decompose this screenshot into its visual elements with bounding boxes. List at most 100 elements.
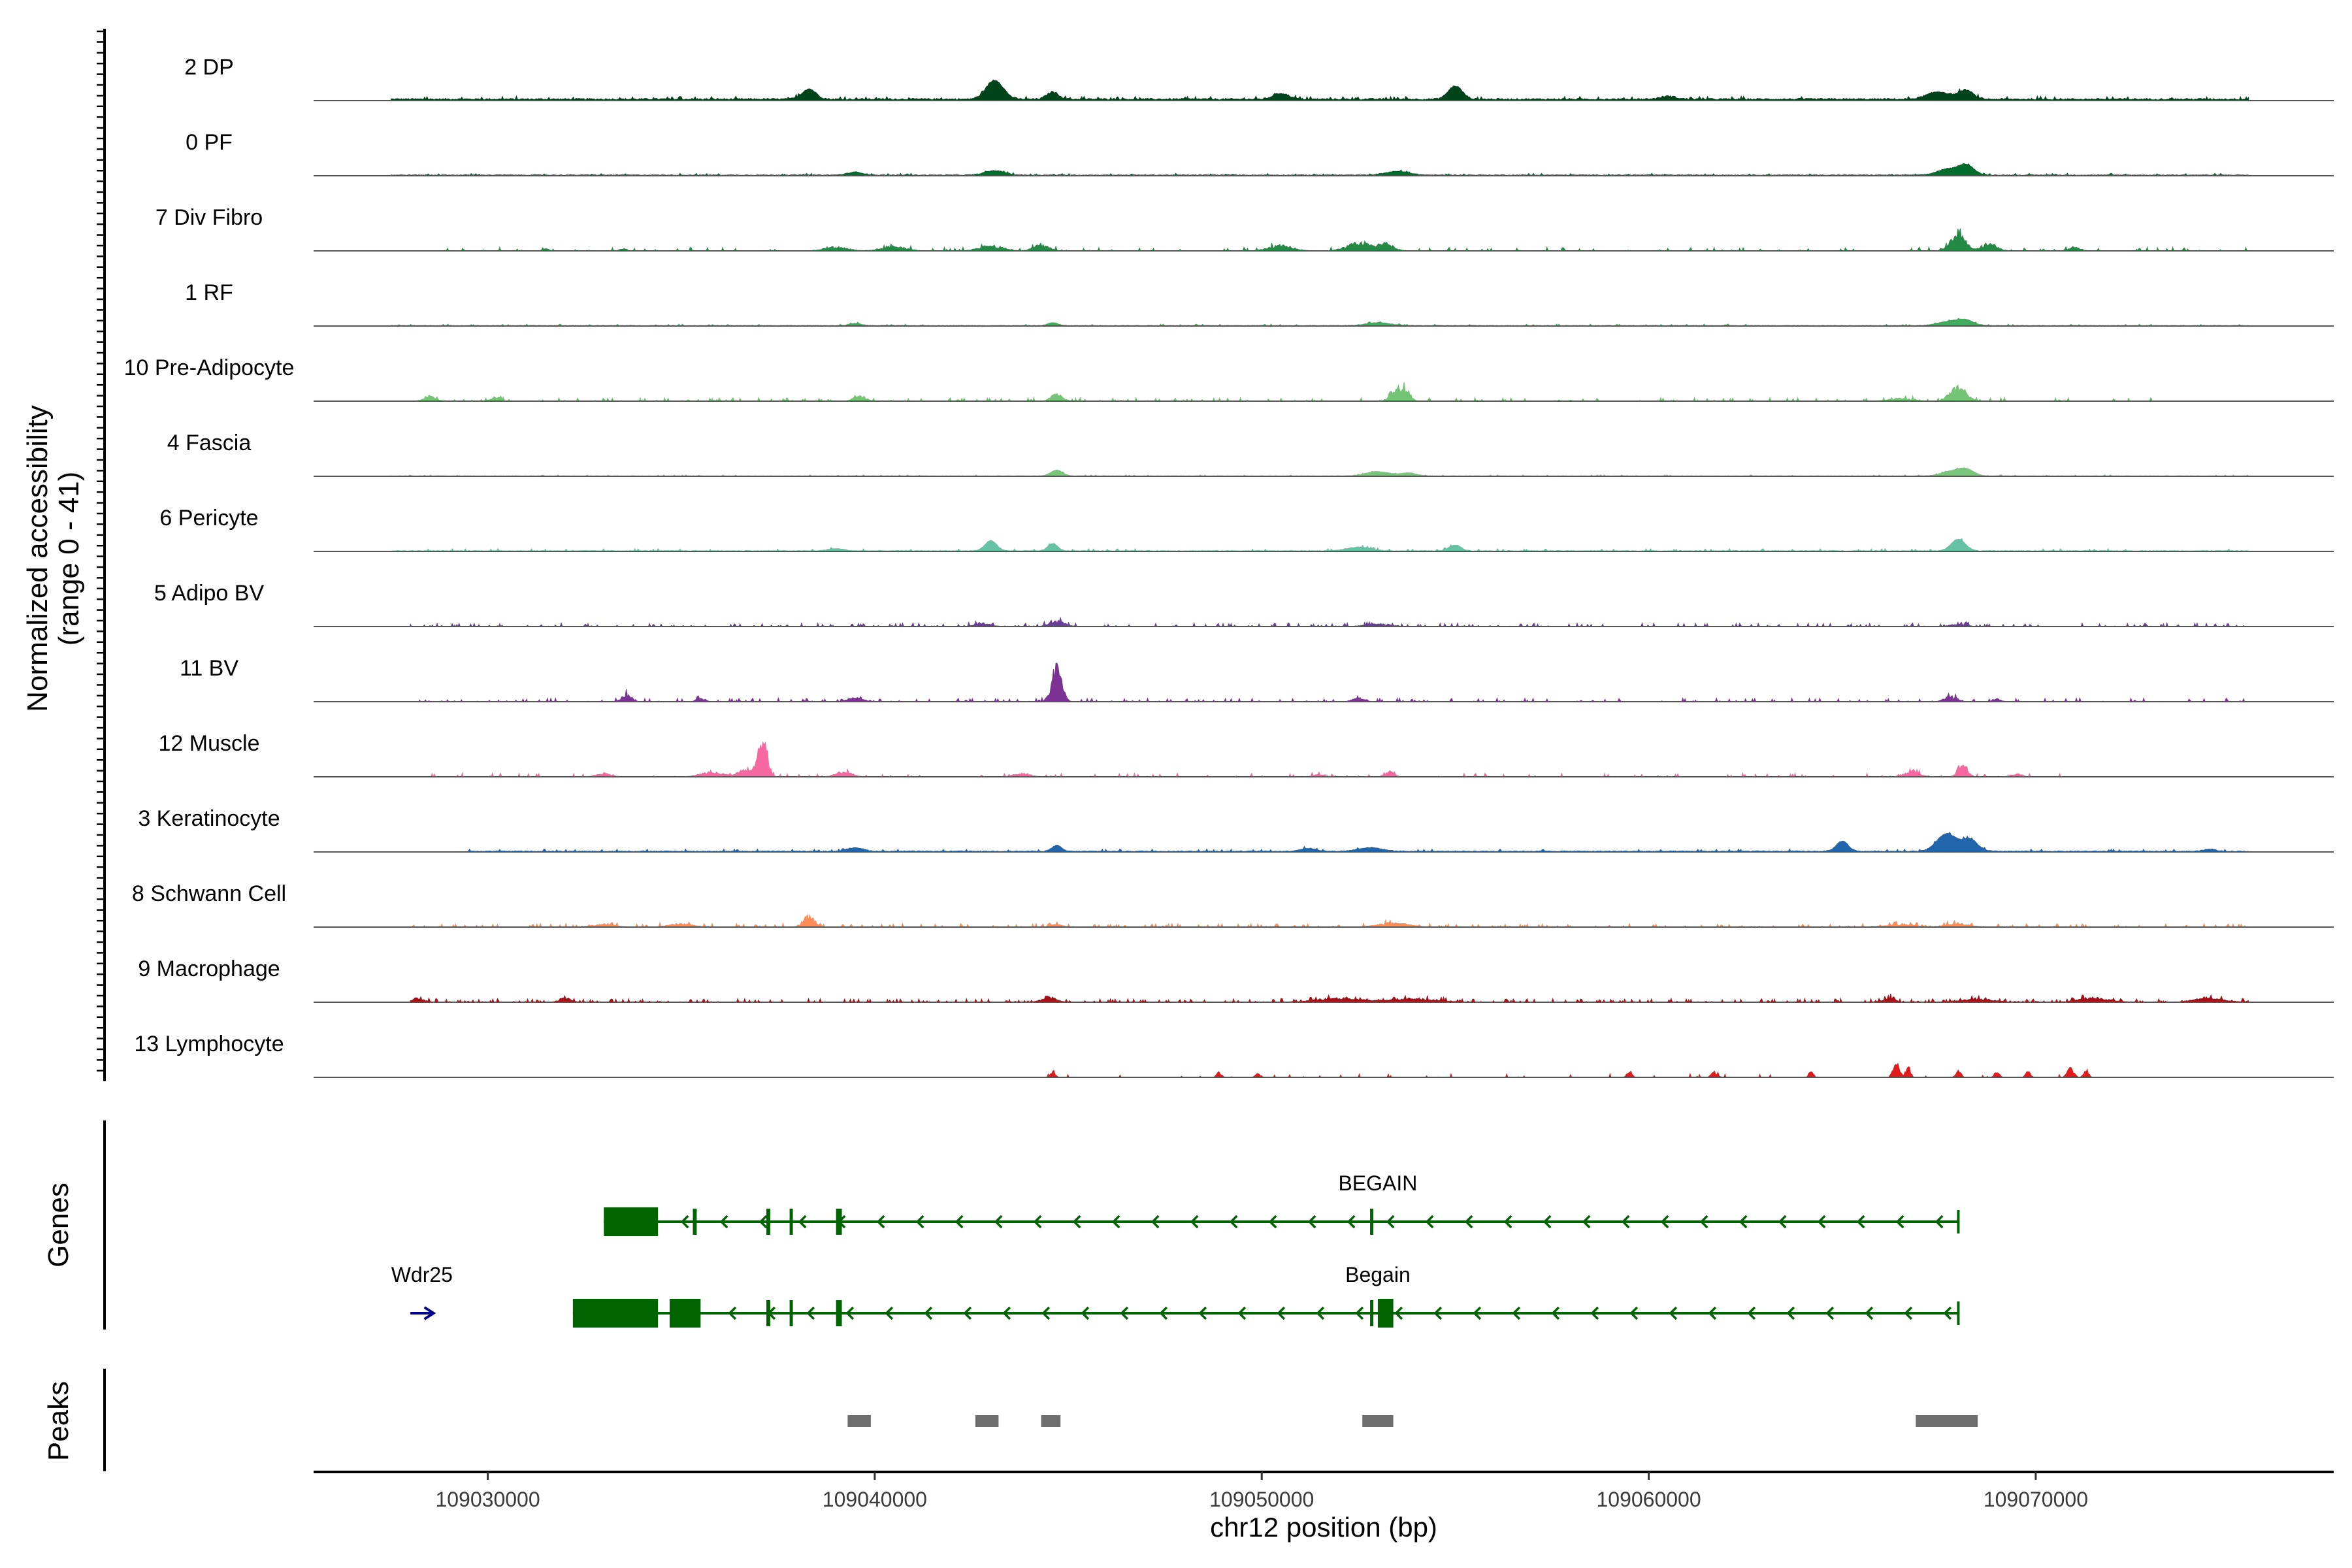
coverage-area <box>410 228 2249 252</box>
strand-chevron <box>1739 1215 1748 1229</box>
strand-chevron <box>1629 1306 1639 1320</box>
peak-region <box>1916 1415 1978 1427</box>
gene-wdr25: Wdr25 <box>391 1263 453 1320</box>
track-label: 1 RF <box>185 280 233 305</box>
peak-region <box>975 1415 999 1427</box>
strand-chevron <box>1786 1306 1795 1320</box>
strand-chevron <box>806 1306 815 1320</box>
genes-panel-title: Genes <box>42 1183 74 1267</box>
strand-chevron <box>1708 1306 1717 1320</box>
strand-chevron <box>1198 1306 1207 1320</box>
track-label: 5 Adipo BV <box>154 581 265 606</box>
strand-chevron <box>885 1306 894 1320</box>
y-axis-title-line2: (range 0 - 41) <box>53 472 85 646</box>
track-4-fascia: 4 Fascia <box>167 431 2334 477</box>
track-label: 4 Fascia <box>167 431 252 455</box>
gene-exon <box>1370 1209 1374 1235</box>
gene-exon <box>669 1299 701 1328</box>
strand-chevron <box>1277 1306 1286 1320</box>
peaks-panel-title: Peaks <box>42 1381 74 1461</box>
strand-chevron <box>1316 1306 1325 1320</box>
track-label: 6 Pericyte <box>159 506 258 531</box>
gene-begain: Begain <box>572 1263 1960 1328</box>
strand-chevron <box>1660 1215 1669 1229</box>
strand-chevron <box>1778 1215 1787 1229</box>
strand-chevron <box>1151 1215 1160 1229</box>
strand-chevron <box>1433 1306 1443 1320</box>
x-axis-tick-label: 109070000 <box>1984 1488 2088 1511</box>
strand-chevron <box>719 1215 728 1229</box>
gene-annotation-panel: BEGAIN Begain Wdr25 <box>391 1171 1960 1328</box>
strand-chevron <box>1159 1306 1168 1320</box>
strand-chevron <box>1943 1306 1952 1320</box>
coverage-area <box>391 538 2249 552</box>
x-axis-tick-label: 109030000 <box>435 1488 540 1511</box>
y-axis-title-line1: Normalized accessibility <box>22 405 54 711</box>
track-9-macrophage: 9 Macrophage <box>138 956 2334 1004</box>
strand-chevron <box>1935 1215 1944 1229</box>
track-6-pericyte: 6 Pericyte <box>159 506 2334 552</box>
track-12-muscle: 12 Muscle <box>159 731 2334 778</box>
strand-chevron <box>1237 1306 1247 1320</box>
track-10-pre-adipocyte: 10 Pre-Adipocyte <box>124 355 2334 402</box>
track-2-dp: 2 DP <box>184 55 2334 101</box>
strand-chevron <box>1307 1215 1316 1229</box>
track-label: 13 Lymphocyte <box>134 1032 284 1056</box>
x-axis-tick-label: 109060000 <box>1596 1488 1701 1511</box>
strand-chevron <box>1590 1306 1599 1320</box>
strand-chevron <box>1825 1306 1835 1320</box>
strand-chevron <box>1895 1215 1904 1229</box>
strand-chevron <box>1856 1215 1865 1229</box>
coverage-y-axis-ticks <box>97 30 105 1072</box>
coverage-area <box>410 913 2249 928</box>
strand-chevron <box>1669 1306 1678 1320</box>
strand-chevron <box>955 1215 964 1229</box>
strand-chevron <box>1464 1215 1473 1229</box>
gene-exon <box>766 1209 770 1235</box>
strand-chevron <box>1425 1215 1434 1229</box>
coverage-area <box>468 831 2249 853</box>
coverage-area <box>410 382 2153 402</box>
strand-chevron <box>1111 1215 1120 1229</box>
coverage-area <box>391 467 2249 477</box>
strand-chevron <box>994 1215 1003 1229</box>
gene-exon <box>1370 1300 1374 1326</box>
track-label: 10 Pre-Adipocyte <box>124 355 295 380</box>
peak-region <box>1362 1415 1394 1427</box>
peak-region <box>1041 1415 1061 1427</box>
strand-chevron <box>1268 1215 1277 1229</box>
strand-chevron <box>1473 1306 1482 1320</box>
track-1-rf: 1 RF <box>185 280 2334 327</box>
strand-chevron <box>1033 1215 1042 1229</box>
strand-chevron <box>759 1215 768 1229</box>
strand-chevron <box>1347 1215 1356 1229</box>
strand-chevron <box>1551 1306 1560 1320</box>
track-label: 7 Div Fibro <box>155 205 263 230</box>
peak-region <box>847 1415 871 1427</box>
track-5-adipo-bv: 5 Adipo BV <box>154 581 2334 628</box>
gene-exon <box>836 1209 842 1235</box>
coverage-area <box>391 79 2249 101</box>
x-axis-tick-label: 109040000 <box>823 1488 927 1511</box>
strand-chevron <box>1621 1215 1630 1229</box>
track-label: 12 Muscle <box>159 731 260 756</box>
strand-chevron <box>680 1215 689 1229</box>
strand-chevron <box>1120 1306 1129 1320</box>
strand-chevron <box>1865 1306 1874 1320</box>
peak-annotation-panel <box>847 1415 1978 1427</box>
strand-chevron <box>1355 1306 1364 1320</box>
track-0-pf: 0 PF <box>186 130 2334 176</box>
coverage-area <box>410 662 2249 703</box>
gene-arrow <box>410 1306 436 1320</box>
strand-chevron <box>1386 1215 1395 1229</box>
gene-begain: BEGAIN <box>604 1171 1960 1236</box>
strand-chevron <box>1747 1306 1756 1320</box>
strand-chevron <box>798 1215 807 1229</box>
x-axis-tick-label: 109050000 <box>1209 1488 1314 1511</box>
gene-label: Begain <box>1345 1263 1411 1286</box>
strand-chevron <box>1081 1306 1090 1320</box>
x-axis-title: chr12 position (bp) <box>1210 1512 1437 1543</box>
strand-chevron <box>1394 1306 1403 1320</box>
strand-chevron <box>1582 1215 1591 1229</box>
strand-chevron <box>1503 1215 1512 1229</box>
